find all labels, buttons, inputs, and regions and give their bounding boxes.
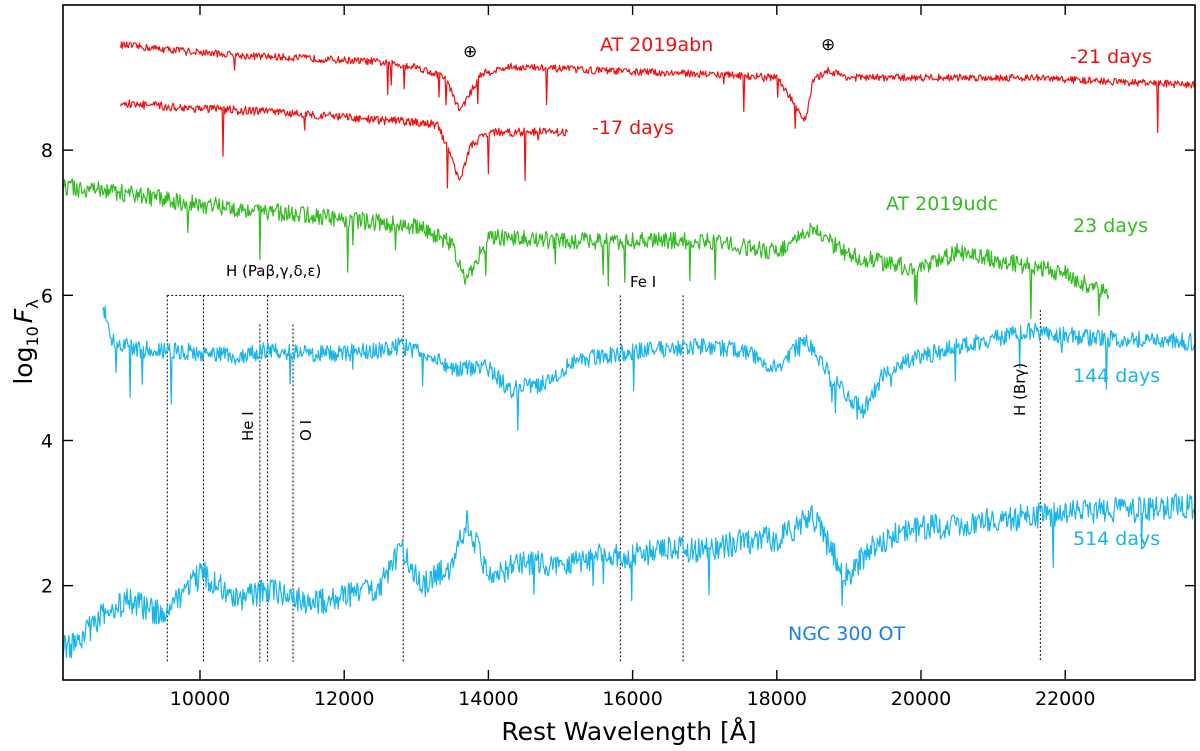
x-axis-label: Rest Wavelength [Å]	[501, 717, 756, 746]
series-line-0	[120, 41, 1196, 133]
label-144-days: 144 days	[1073, 365, 1160, 387]
series-line-1	[120, 99, 569, 189]
series-line-2	[62, 178, 1110, 320]
y-tick-label-3: 8	[41, 140, 53, 162]
x-tick-label-5: 20000	[891, 688, 951, 710]
annotation-o-i: O I	[297, 420, 315, 441]
y-tick-label-0: 2	[41, 576, 53, 598]
telluric-symbol-1: ⊕	[463, 42, 477, 62]
label-m21-days: -21 days	[1070, 46, 1152, 68]
x-tick-label-1: 12000	[314, 688, 374, 710]
telluric-symbol-2: ⊕	[821, 35, 835, 55]
spectral-line-markers	[166, 294, 1041, 662]
x-tick-label-3: 16000	[602, 688, 662, 710]
y-tick-label-1: 4	[41, 430, 53, 452]
y-tick-label-2: 6	[41, 285, 53, 307]
label-23-days: 23 days	[1073, 215, 1148, 237]
annotation-fe-i: Fe I	[630, 273, 656, 291]
label-at2019udc: AT 2019udc	[886, 193, 998, 215]
spectra-series	[62, 41, 1196, 660]
series-line-4	[62, 493, 1196, 660]
axis-ticks: 10000 12000 14000 16000 18000 20000 22000 2 4 6 8	[41, 5, 1195, 710]
annotation-he-i: He I	[239, 411, 257, 441]
y-axis-label: log10Fλ	[9, 299, 42, 384]
plot-area-frame	[62, 4, 1196, 681]
label-at2019abn: AT 2019abn	[600, 34, 713, 56]
x-tick-label-6: 22000	[1035, 688, 1095, 710]
label-m17-days: -17 days	[592, 117, 674, 139]
label-ngc300-ot: NGC 300 OT	[788, 623, 906, 645]
annotation-hydrogen-paschen: H (Paβ,γ,δ,ε)	[226, 262, 321, 280]
x-tick-label-0: 10000	[170, 688, 230, 710]
x-tick-label-2: 14000	[458, 688, 518, 710]
label-514-days: 514 days	[1073, 528, 1160, 550]
annotation-br-gamma: H (Brγ)	[1011, 363, 1029, 416]
series-line-3	[102, 305, 1196, 431]
x-tick-label-4: 18000	[747, 688, 807, 710]
